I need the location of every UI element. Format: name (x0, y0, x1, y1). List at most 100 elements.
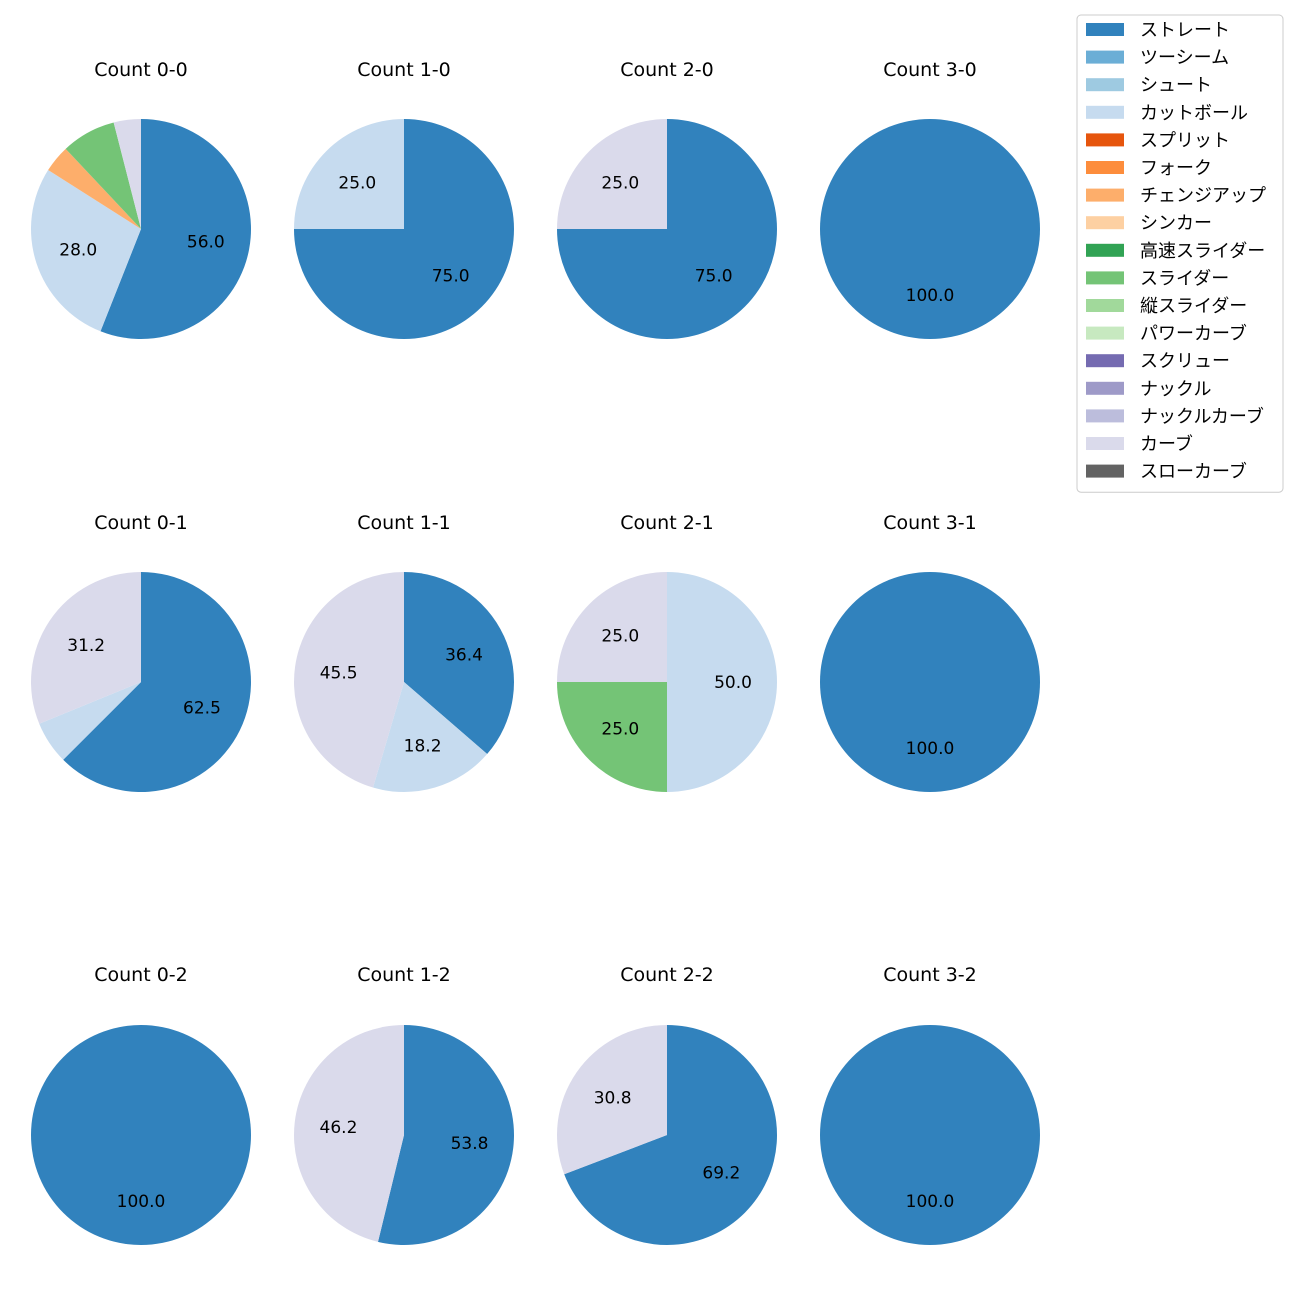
pie-slice (63, 572, 252, 792)
slice-label: 18.2 (404, 736, 442, 756)
legend-swatch (1086, 464, 1124, 478)
pie-slice (820, 1025, 1040, 1245)
pie-9: Count 0-2 100.0 (31, 964, 251, 1245)
slice-label: 45.5 (320, 664, 358, 684)
pie-slice (564, 1025, 777, 1246)
legend-label: フォーク (1140, 158, 1212, 179)
slice-label: 25.0 (601, 626, 639, 646)
legend-swatch (1086, 105, 1124, 119)
pie-2: Count 1-0 75.0 25.0 (294, 59, 514, 339)
legend-swatch (1086, 23, 1124, 36)
pie-10: Count 1-2 53.8 46.2 (294, 964, 515, 1246)
pie-title: Count 2-1 (620, 512, 714, 534)
pie-1: Count 0-0 56.0 28.0 (31, 59, 251, 339)
legend-swatch (1086, 161, 1124, 174)
pie-title: Count 2-2 (620, 964, 714, 986)
legend-label: シンカー (1140, 213, 1212, 234)
pie-slice (293, 572, 404, 788)
legend-label: ナックル (1140, 379, 1211, 400)
legend-label: 高速スライダー (1140, 241, 1265, 262)
slice-label: 25.0 (338, 173, 376, 193)
legend-label: スプリット (1140, 130, 1230, 151)
legend-label: スローカーブ (1140, 461, 1247, 483)
slice-label: 46.2 (320, 1118, 358, 1138)
pie-title: Count 1-2 (357, 964, 451, 986)
pie-title: Count 3-1 (883, 512, 977, 534)
pie-slice (113, 119, 141, 229)
legend-label: 縦スライダー (1140, 296, 1247, 317)
pie-slice (294, 119, 404, 229)
pie-6: Count 1-1 36.4 18.2 45.5 (293, 512, 514, 792)
slice-label: 25.0 (601, 720, 639, 740)
pie-slice (377, 1025, 515, 1246)
pie-slice (557, 119, 667, 229)
slice-label: 25.0 (601, 173, 639, 193)
pie-title: Count 0-1 (94, 512, 188, 534)
legend-swatch (1086, 188, 1124, 202)
slice-label: 53.8 (451, 1134, 489, 1154)
slice-label: 100.0 (117, 1192, 166, 1212)
legend-swatch (1086, 133, 1124, 147)
legend-label: チェンジアップ (1140, 186, 1266, 207)
pie-slice (373, 682, 488, 792)
pie-title: Count 1-0 (357, 59, 451, 81)
legend-swatch (1086, 50, 1124, 64)
slice-label: 75.0 (432, 267, 470, 287)
pie-slice (556, 1025, 667, 1175)
pie-8: Count 3-1 100.0 (820, 512, 1040, 792)
pie-4: Count 3-0 100.0 (820, 59, 1040, 339)
pie-slice (294, 1025, 404, 1242)
legend: ストレートツーシームシュートカットボールスプリットフォークチェンジアップシンカー… (1076, 14, 1284, 493)
legend-label: シュート (1140, 75, 1212, 96)
pie-slice (65, 122, 141, 229)
pie-slice (31, 170, 142, 332)
pie-7: Count 2-1 50.0 25.0 25.0 (557, 512, 777, 792)
pie-title: Count 0-2 (94, 964, 188, 986)
legend-swatch (1086, 326, 1124, 340)
legend-swatch (1086, 299, 1124, 312)
pie-slice (48, 148, 141, 229)
legend-label: パワーカーブ (1140, 323, 1247, 345)
pie-title: Count 0-0 (94, 59, 188, 81)
pie-slice (39, 682, 141, 760)
legend-label: スクリュー (1140, 351, 1230, 372)
slice-label: 100.0 (906, 739, 955, 759)
pie-title: Count 3-0 (883, 59, 977, 81)
pie-slice (31, 1025, 251, 1245)
legend-swatch (1086, 243, 1124, 257)
pie-slice (100, 119, 251, 339)
legend-swatch (1086, 437, 1124, 450)
pie-slice (31, 572, 141, 724)
legend-swatch (1086, 216, 1124, 230)
legend-label: ストレート (1140, 20, 1230, 41)
pie-title: Count 2-0 (620, 59, 714, 81)
pie-title: Count 3-2 (883, 964, 977, 986)
legend-frame (1076, 14, 1284, 493)
legend-label: カットボール (1140, 103, 1248, 124)
slice-label: 62.5 (183, 698, 221, 718)
legend-swatch (1086, 78, 1124, 92)
slice-label: 30.8 (594, 1089, 632, 1109)
slice-label: 36.4 (445, 646, 483, 666)
pie-title: Count 1-1 (357, 512, 451, 534)
legend-label: カーブ (1140, 433, 1193, 455)
legend-label: ナックルカーブ (1140, 405, 1264, 427)
pie-3: Count 2-0 75.0 25.0 (557, 59, 777, 339)
pie-5: Count 0-1 62.5 31.2 (31, 512, 252, 792)
slice-label: 100.0 (906, 1192, 955, 1212)
slice-label: 69.2 (702, 1163, 740, 1183)
pie-slice (557, 682, 667, 792)
slice-label: 75.0 (695, 267, 733, 287)
slice-label: 31.2 (67, 636, 105, 656)
legend-swatch (1086, 354, 1124, 368)
pie-slice (404, 572, 514, 755)
slice-label: 100.0 (906, 286, 955, 306)
legend-label: ツーシーム (1140, 48, 1229, 69)
legend-swatch (1086, 381, 1124, 395)
legend-swatch (1086, 409, 1124, 423)
legend-swatch (1086, 271, 1124, 285)
slice-label: 28.0 (59, 240, 97, 260)
legend-label: スライダー (1140, 268, 1229, 289)
pie-slice (820, 572, 1040, 792)
